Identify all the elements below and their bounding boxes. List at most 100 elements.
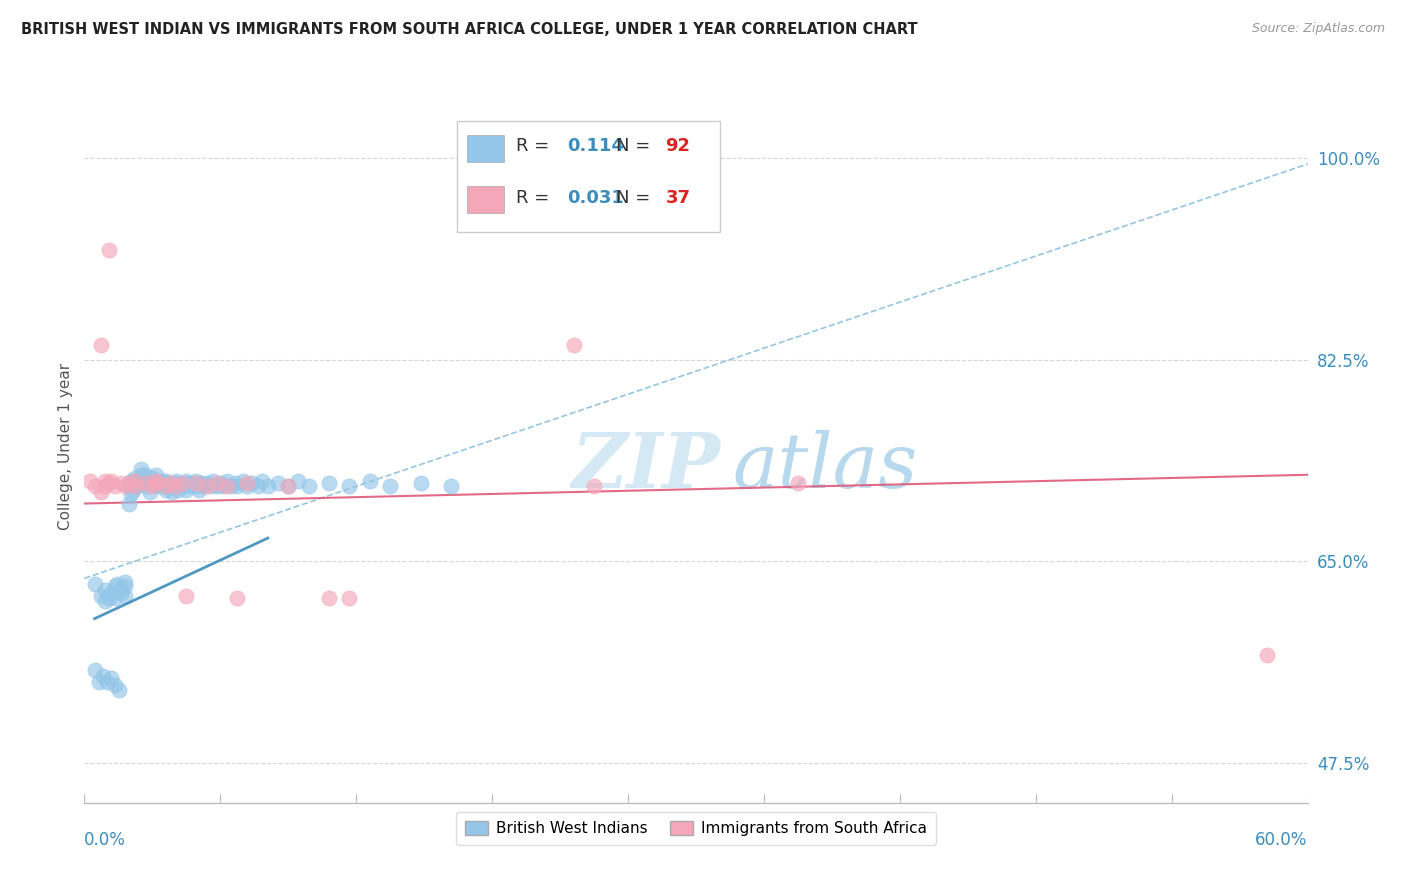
Point: [105, 577, 128, 591]
Point: [96, 675, 118, 690]
Point: [409, 475, 432, 490]
Point: [1256, 648, 1278, 663]
Point: [97, 475, 120, 490]
Point: [209, 475, 232, 490]
Point: [122, 483, 145, 497]
Point: [155, 479, 177, 493]
Point: [110, 475, 132, 490]
Point: [87, 675, 110, 690]
Point: [150, 474, 173, 488]
Point: [250, 474, 273, 488]
Point: [186, 479, 208, 493]
Point: [298, 479, 321, 493]
Point: [120, 487, 142, 501]
Point: [165, 474, 187, 488]
Point: [186, 475, 208, 490]
Point: [135, 474, 157, 488]
Point: [93, 594, 115, 608]
Point: [246, 479, 269, 493]
Text: 37: 37: [665, 189, 690, 207]
Point: [120, 474, 142, 488]
Point: [339, 591, 361, 605]
Point: [339, 479, 361, 493]
Point: [179, 479, 201, 493]
Text: 60.0%: 60.0%: [1256, 831, 1308, 849]
Point: [146, 479, 169, 493]
Point: [97, 244, 120, 258]
Point: [205, 475, 228, 490]
Point: [277, 479, 299, 493]
Text: R =: R =: [516, 137, 555, 155]
Point: [118, 475, 141, 490]
Point: [83, 577, 105, 591]
Point: [90, 337, 112, 351]
Point: [167, 483, 190, 497]
Text: 0.031: 0.031: [568, 189, 624, 207]
Point: [100, 586, 122, 600]
Point: [141, 479, 163, 493]
Point: [114, 479, 136, 493]
FancyBboxPatch shape: [457, 121, 720, 232]
Point: [135, 479, 157, 493]
Point: [155, 475, 177, 490]
Point: [232, 474, 254, 488]
Point: [219, 479, 242, 493]
Point: [205, 479, 228, 493]
Point: [174, 475, 197, 490]
Point: [318, 475, 340, 490]
Point: [104, 591, 127, 605]
Point: [181, 475, 204, 490]
Point: [127, 479, 149, 493]
Point: [169, 475, 191, 490]
Point: [153, 479, 176, 493]
Point: [186, 474, 208, 488]
Text: 0.0%: 0.0%: [84, 831, 127, 849]
Point: [187, 483, 209, 497]
Point: [200, 479, 222, 493]
Point: [159, 479, 181, 493]
Point: [318, 591, 340, 605]
Point: [201, 474, 224, 488]
Point: [114, 574, 136, 589]
Point: [90, 589, 112, 603]
Point: [165, 479, 187, 493]
Point: [141, 471, 163, 485]
Text: 0.114: 0.114: [568, 137, 624, 155]
Point: [93, 474, 115, 488]
Point: [159, 475, 181, 490]
Text: Source: ZipAtlas.com: Source: ZipAtlas.com: [1251, 22, 1385, 36]
Point: [267, 475, 290, 490]
Point: [440, 479, 463, 493]
Point: [145, 467, 167, 482]
Point: [83, 664, 105, 678]
Point: [114, 589, 136, 603]
Point: [110, 586, 132, 600]
Point: [108, 683, 131, 698]
Point: [100, 474, 122, 488]
FancyBboxPatch shape: [467, 135, 503, 162]
Point: [93, 582, 115, 597]
Point: [100, 672, 122, 686]
Point: [124, 475, 146, 490]
FancyBboxPatch shape: [467, 186, 503, 213]
Text: R =: R =: [516, 189, 555, 207]
Point: [135, 475, 157, 490]
Point: [224, 475, 246, 490]
Point: [91, 669, 114, 683]
Point: [79, 474, 101, 488]
Text: atlas: atlas: [733, 431, 918, 504]
Point: [359, 474, 381, 488]
Point: [191, 479, 214, 493]
Y-axis label: College, Under 1 year: College, Under 1 year: [58, 362, 73, 530]
Point: [83, 479, 105, 493]
Point: [131, 462, 153, 476]
Point: [90, 485, 112, 500]
Point: [155, 483, 177, 497]
Text: ZIP: ZIP: [572, 431, 720, 504]
Point: [110, 582, 132, 597]
Point: [236, 479, 259, 493]
Point: [124, 471, 146, 485]
Point: [104, 479, 127, 493]
Point: [174, 474, 197, 488]
Text: N =: N =: [616, 189, 657, 207]
